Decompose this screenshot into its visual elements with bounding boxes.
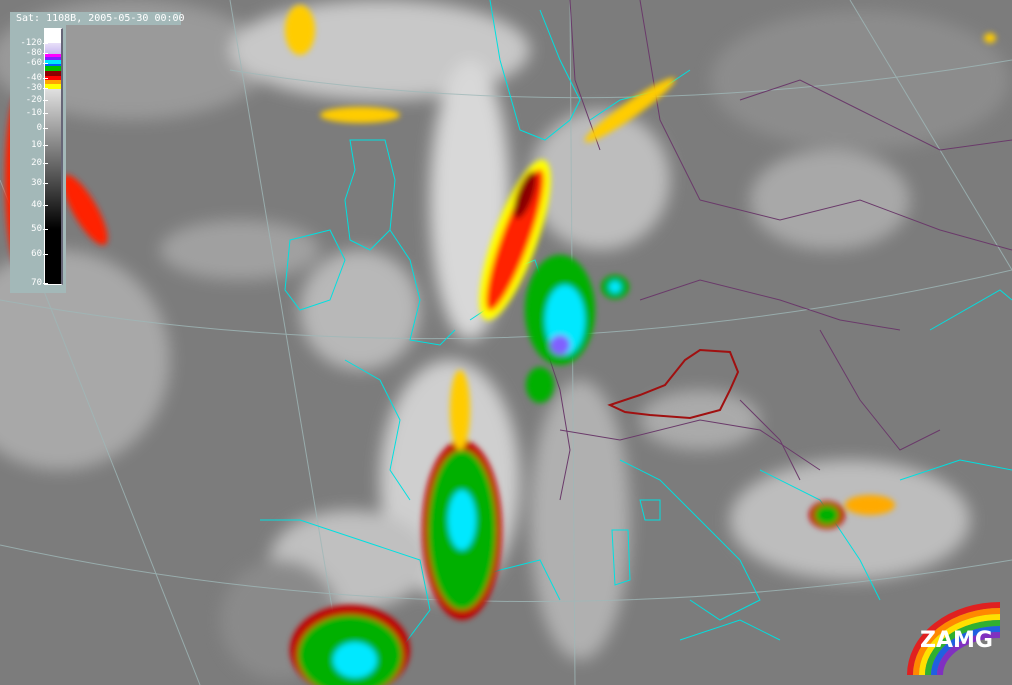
legend-tick: -30 — [25, 83, 49, 93]
storm-cells — [5, 5, 996, 685]
legend-tick: -10 — [25, 108, 49, 118]
legend-tick: -60 — [25, 58, 49, 68]
legend-tick: -120 — [20, 38, 48, 48]
legend-tick: 0 — [36, 123, 49, 133]
legend-tick: 40 — [31, 200, 48, 210]
legend-tick: -20 — [25, 95, 49, 105]
satellite-title: Sat: 1108B, 2005-05-30 00:00 — [10, 12, 185, 25]
legend-tick: -80 — [25, 48, 49, 58]
logo-text: ZAMG — [920, 628, 993, 653]
zamg-rainbow-logo — [907, 602, 1001, 675]
color-scale-bar — [44, 28, 63, 285]
legend-tick: 60 — [31, 249, 48, 259]
legend-tick: 50 — [31, 224, 48, 234]
legend-tick: 70 — [31, 278, 48, 288]
legend-tick: -40 — [25, 73, 49, 83]
legend-tick: 20 — [31, 158, 48, 168]
legend-tick: 30 — [31, 178, 48, 188]
legend-tick: 10 — [31, 140, 48, 150]
austria-outline — [607, 348, 740, 420]
temperature-legend: -120 -80 -60 -40 -30 -20 -10 0 10 20 30 … — [10, 25, 66, 293]
